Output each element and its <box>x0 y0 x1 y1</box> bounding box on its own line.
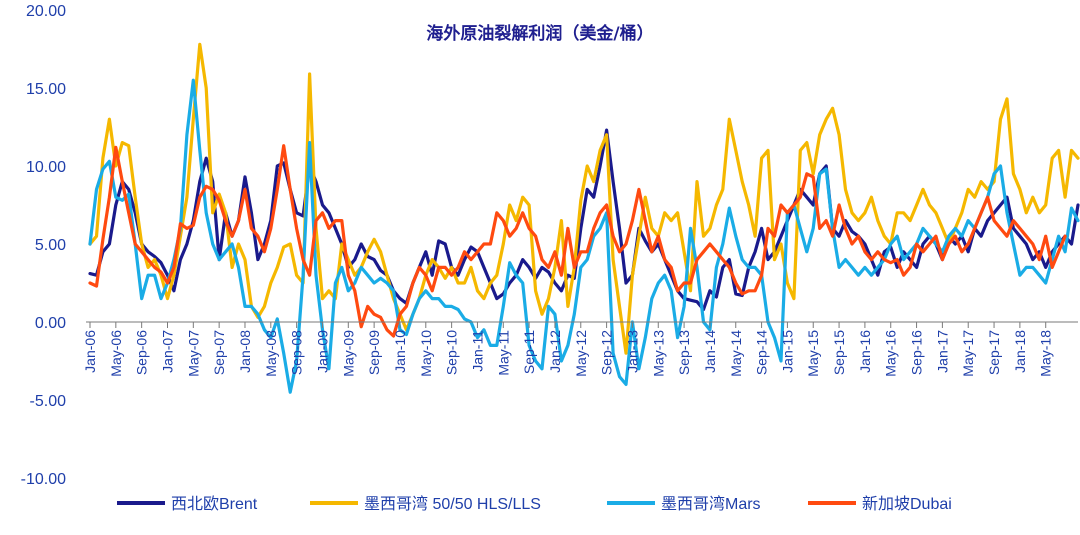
x-tick-label: Sep-07 <box>211 330 227 375</box>
x-tick-label: Jan-06 <box>82 330 98 373</box>
x-tick-label: Sep-08 <box>289 330 305 375</box>
x-tick-label: Jan-08 <box>237 330 253 373</box>
x-tick-label: May-07 <box>185 330 201 377</box>
x-tick-label: Jan-18 <box>1012 330 1028 373</box>
legend-label: 墨西哥湾Mars <box>661 495 761 513</box>
x-tick-label: Sep-11 <box>521 330 537 374</box>
y-tick-label: 15.00 <box>26 81 66 98</box>
series-line-3 <box>88 144 1067 338</box>
legend: 西北欧Brent 墨西哥湾 50/50 HLS/LLS 墨西哥湾Mars 新加坡Dub… <box>117 495 952 513</box>
x-tick-label: May-09 <box>340 330 356 377</box>
x-tick-label: May-17 <box>960 330 976 377</box>
x-tick-label: Jan-14 <box>702 330 718 373</box>
y-tick-label: -10.00 <box>21 471 66 488</box>
y-tick-label: 0.00 <box>35 315 66 332</box>
x-tick-label: Jan-09 <box>314 330 330 373</box>
x-tick-label: Sep-16 <box>909 330 925 375</box>
legend-label: 西北欧Brent <box>171 495 258 513</box>
x-tick-label: Jan-16 <box>857 330 873 373</box>
y-tick-label: 10.00 <box>26 159 66 176</box>
x-tick-label: Sep-15 <box>831 330 847 375</box>
x-tick-label: May-15 <box>805 330 821 377</box>
y-axis: 20.00 15.00 10.00 5.00 0.00 -5.00 -10.00 <box>21 3 66 488</box>
x-tick-label: Jan-11 <box>469 330 485 372</box>
x-tick-label: May-08 <box>263 330 279 377</box>
x-tick-label: Jan-13 <box>624 330 640 373</box>
x-tick-label: Sep-17 <box>986 330 1002 375</box>
x-tick-label: May-11 <box>495 330 511 376</box>
x-tick-label: Jan-12 <box>547 330 563 373</box>
x-tick-label: Sep-12 <box>599 330 615 375</box>
x-tick-label: Sep-10 <box>444 330 460 375</box>
x-tick-label: Jan-10 <box>392 330 408 373</box>
x-tick-label: Jan-15 <box>779 330 795 373</box>
x-tick-label: May-12 <box>573 330 589 377</box>
x-tick-label: Jan-07 <box>159 330 175 373</box>
legend-item: 新加坡Dubai <box>808 495 952 513</box>
y-tick-label: 20.00 <box>26 3 66 20</box>
plot-area <box>88 42 1080 394</box>
x-tick-label: Sep-06 <box>134 330 150 375</box>
x-tick-label: May-10 <box>418 330 434 377</box>
x-tick-label: May-06 <box>108 330 124 377</box>
series-line-2 <box>88 78 1080 394</box>
x-tick-label: May-18 <box>1038 330 1054 377</box>
legend-label: 墨西哥湾 50/50 HLS/LLS <box>364 495 541 513</box>
chart-title: 海外原油裂解利润（美金/桶） <box>426 23 653 44</box>
legend-item: 墨西哥湾 50/50 HLS/LLS <box>310 495 541 513</box>
x-tick-label: Sep-14 <box>754 330 770 375</box>
x-tick-label: May-14 <box>728 330 744 377</box>
y-tick-label: -5.00 <box>30 393 67 410</box>
x-tick-label: Jan-17 <box>934 330 950 373</box>
x-axis: Jan-06 May-06 Sep-06 Jan-07 May-07 Sep-07 Jan-… <box>82 321 1078 377</box>
y-tick-label: 5.00 <box>35 237 66 254</box>
x-tick-label: Sep-09 <box>366 330 382 375</box>
legend-item: 墨西哥湾Mars <box>607 495 761 513</box>
series-line-0 <box>88 128 1080 312</box>
series-line-1 <box>88 42 1080 355</box>
legend-item: 西北欧Brent <box>117 495 258 513</box>
x-tick-label: Sep-13 <box>676 330 692 375</box>
legend-label: 新加坡Dubai <box>862 495 952 513</box>
x-tick-label: May-13 <box>650 330 666 377</box>
x-tick-label: May-16 <box>883 330 899 377</box>
